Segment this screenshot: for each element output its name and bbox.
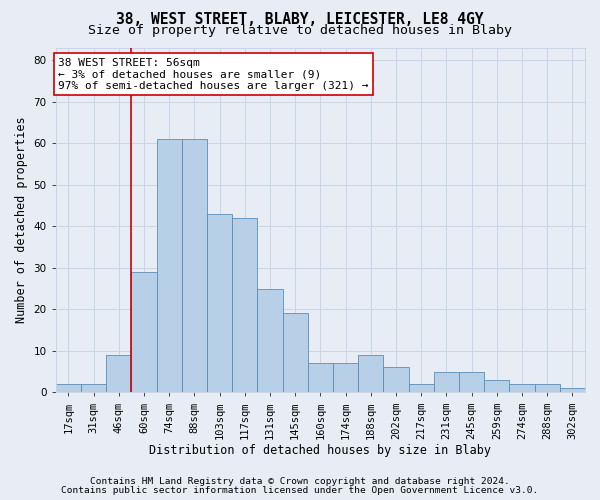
Bar (459, 372, 484, 392)
Bar (358, 355, 383, 393)
Bar (308, 364, 333, 392)
Bar (560, 388, 585, 392)
Bar (509, 384, 535, 392)
Text: Contains public sector information licensed under the Open Government Licence v3: Contains public sector information licen… (61, 486, 539, 495)
Text: 38 WEST STREET: 56sqm
← 3% of detached houses are smaller (9)
97% of semi-detach: 38 WEST STREET: 56sqm ← 3% of detached h… (58, 58, 369, 91)
Bar (131, 272, 157, 392)
Y-axis label: Number of detached properties: Number of detached properties (15, 116, 28, 324)
Bar (182, 139, 207, 392)
Bar (383, 368, 409, 392)
Bar (535, 384, 560, 392)
Text: Contains HM Land Registry data © Crown copyright and database right 2024.: Contains HM Land Registry data © Crown c… (90, 477, 510, 486)
Bar (157, 139, 182, 392)
Bar (283, 314, 308, 392)
Bar (232, 218, 257, 392)
Bar (333, 364, 358, 392)
Bar (434, 372, 459, 392)
Text: Size of property relative to detached houses in Blaby: Size of property relative to detached ho… (88, 24, 512, 37)
Bar (484, 380, 509, 392)
Bar (81, 384, 106, 392)
Bar (207, 214, 232, 392)
X-axis label: Distribution of detached houses by size in Blaby: Distribution of detached houses by size … (149, 444, 491, 458)
Bar (106, 355, 131, 393)
Bar (56, 384, 81, 392)
Bar (257, 288, 283, 393)
Bar (409, 384, 434, 392)
Text: 38, WEST STREET, BLABY, LEICESTER, LE8 4GY: 38, WEST STREET, BLABY, LEICESTER, LE8 4… (116, 12, 484, 26)
